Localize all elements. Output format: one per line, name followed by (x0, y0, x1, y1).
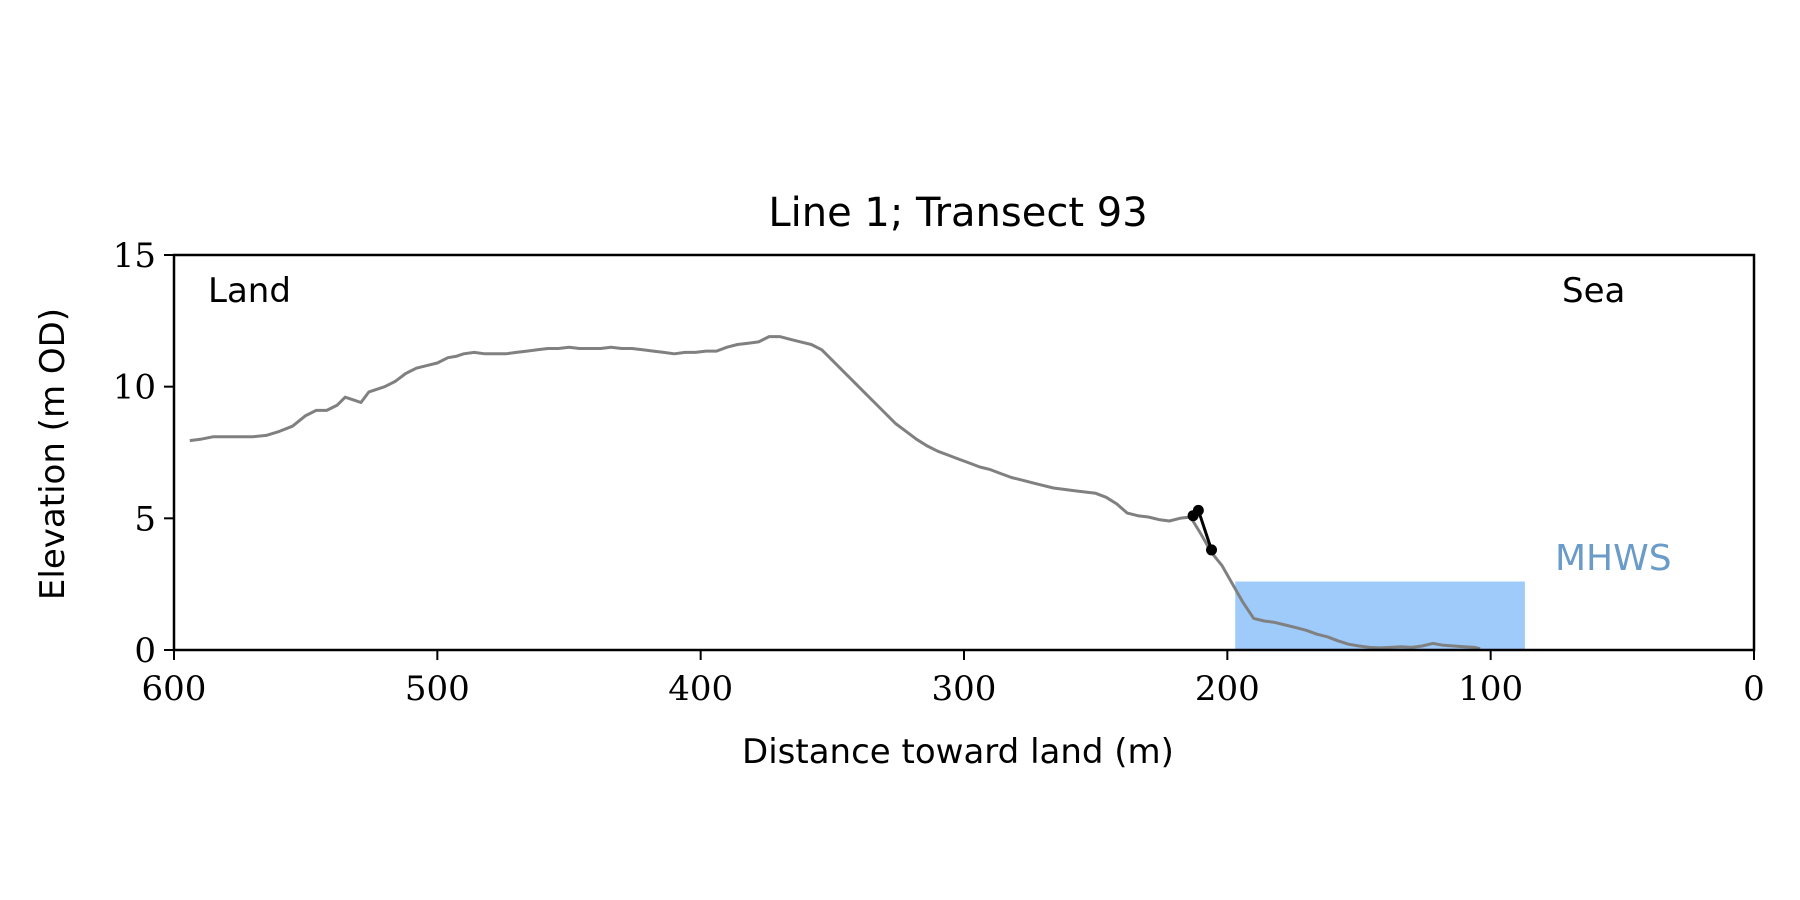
y-tick-label: 10 (113, 368, 156, 408)
y-tick-label: 5 (134, 499, 156, 539)
picked-point (1206, 544, 1218, 556)
x-tick-label: 600 (142, 669, 207, 709)
mhws-region (1235, 581, 1525, 650)
y-axis-label: Elevation (m OD) (33, 308, 73, 600)
mhws-label: MHWS (1555, 538, 1672, 579)
x-tick-label: 200 (1195, 669, 1260, 709)
x-tick-label: 400 (668, 669, 733, 709)
x-tick-label: 100 (1458, 669, 1523, 709)
picked-point (1192, 504, 1204, 516)
x-tick-label: 500 (405, 669, 470, 709)
x-tick-label: 300 (932, 669, 997, 709)
sea-label: Sea (1562, 271, 1625, 311)
land-label: Land (208, 271, 291, 311)
y-tick-label: 0 (134, 631, 156, 671)
x-axis-label: Distance toward land (m) (742, 732, 1174, 772)
profile-line (189, 335, 1481, 651)
y-tick-label: 15 (113, 236, 156, 276)
chart-title: Line 1; Transect 93 (768, 190, 1147, 236)
x-tick-label: 0 (1743, 669, 1765, 709)
